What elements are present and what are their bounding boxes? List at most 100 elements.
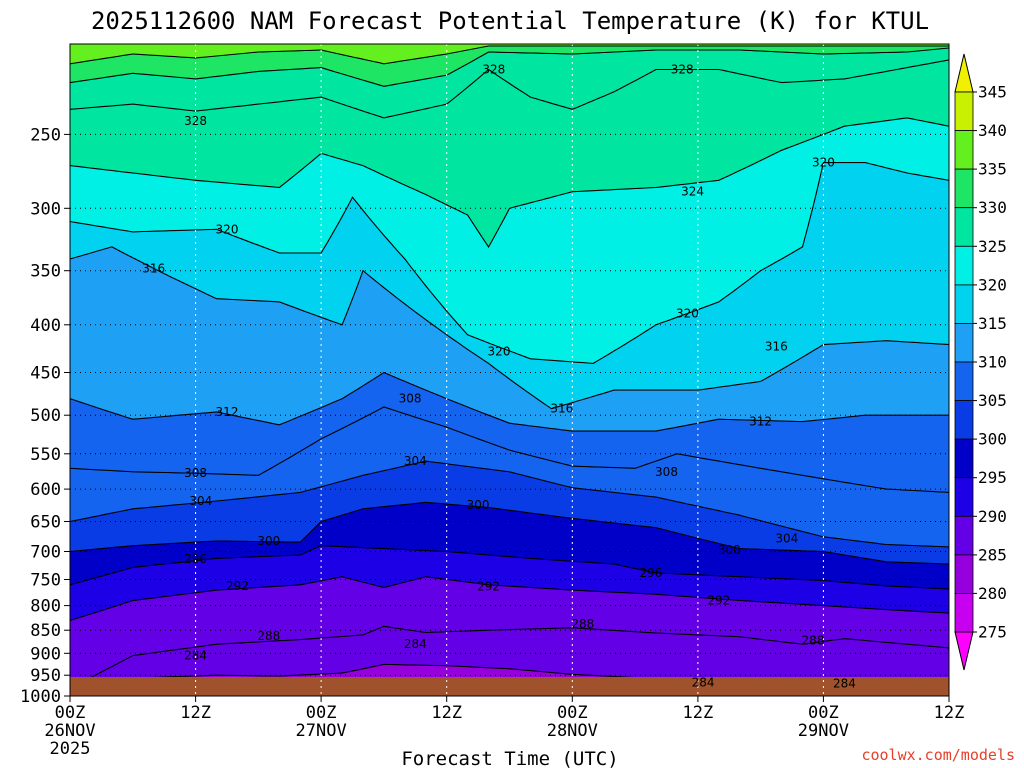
x-tick-label: 12Z xyxy=(934,703,965,723)
colorbar-extend-min xyxy=(954,631,974,671)
contour-label: 296 xyxy=(184,552,207,566)
y-tick-label: 450 xyxy=(30,364,61,384)
contour-line-328 xyxy=(70,59,949,119)
y-tick-label: 400 xyxy=(30,316,61,336)
contour-label: 284 xyxy=(692,675,715,689)
y-tick-label: 750 xyxy=(30,571,61,591)
contour-line-312 xyxy=(70,371,949,432)
x-tick-label: 00Z xyxy=(55,703,86,723)
x-tick-label: 00Z xyxy=(306,703,337,723)
contour-label: 292 xyxy=(226,579,249,593)
colorbar-box xyxy=(954,400,974,440)
contour-label: 284 xyxy=(833,677,856,691)
colorbar-box xyxy=(954,245,974,286)
contour-label: 300 xyxy=(257,534,280,548)
contour-label: 304 xyxy=(775,532,798,546)
contour-label: 284 xyxy=(404,637,427,651)
x-tick-date: 27NOV xyxy=(296,721,347,741)
colorbar-box xyxy=(954,168,974,209)
contour-label: 328 xyxy=(671,63,694,77)
contour-label: 304 xyxy=(189,494,212,508)
colorbar-box xyxy=(954,593,974,633)
colorbar-label: 330 xyxy=(978,198,1007,217)
y-tick-label: 700 xyxy=(30,543,61,563)
contour-label: 320 xyxy=(812,156,835,170)
colorbar: 345 340 335 330 325 320 315 310 305 300 295 290 285 2… xyxy=(954,53,1007,671)
colorbar-label: 305 xyxy=(978,391,1007,410)
contour-label: 316 xyxy=(765,340,788,354)
contour-label: 308 xyxy=(184,466,207,480)
y-tick-label: 350 xyxy=(30,262,61,282)
colorbar-label: 340 xyxy=(978,121,1007,140)
contour-label: 288 xyxy=(257,629,280,643)
colorbar-box xyxy=(954,361,974,401)
contour-label: 316 xyxy=(550,402,573,416)
contour-line-308 xyxy=(70,406,949,493)
colorbar-box xyxy=(954,554,974,594)
colorbar-label: 280 xyxy=(978,584,1007,603)
x-tick-label: 12Z xyxy=(431,703,462,723)
contour-line-296 xyxy=(70,545,949,590)
fill-band xyxy=(70,502,949,590)
y-axis: 250 300 350 400 450 500 550 600 650 700 750 800 850 9… xyxy=(20,125,70,707)
contour-label: 292 xyxy=(477,579,500,593)
x-tick-date: 26NOV xyxy=(44,721,95,741)
contour-label: 304 xyxy=(404,454,427,468)
x-tick-year: 2025 xyxy=(50,739,91,759)
contour-label: 316 xyxy=(142,261,165,275)
x-tick-label: 00Z xyxy=(808,703,839,723)
colorbar-box xyxy=(954,322,974,363)
contour-label: 308 xyxy=(655,465,678,479)
colorbar-label: 320 xyxy=(978,275,1007,294)
contour-label: 300 xyxy=(467,498,490,512)
contour-label: 312 xyxy=(749,415,772,429)
colorbar-label: 275 xyxy=(978,623,1007,642)
colorbar-label: 345 xyxy=(978,83,1007,102)
contour-line-336 xyxy=(70,45,949,65)
contour-label: 328 xyxy=(184,114,207,128)
contour-label: 308 xyxy=(399,392,422,406)
contour-label: 284 xyxy=(184,649,207,663)
fill-band xyxy=(70,44,949,64)
contour-line-300 xyxy=(70,501,949,565)
x-tick-label: 12Z xyxy=(180,703,211,723)
y-tick-label: 550 xyxy=(30,445,61,465)
colorbar-label: 300 xyxy=(978,430,1007,449)
fill-band xyxy=(70,545,949,621)
colorbar-label: 285 xyxy=(978,545,1007,564)
contour-label: 292 xyxy=(707,594,730,608)
plot-frame xyxy=(69,43,950,697)
colorbar-label: 290 xyxy=(978,507,1007,526)
fill-band xyxy=(70,246,949,432)
fill-band xyxy=(70,461,949,564)
colorbar-label: 325 xyxy=(978,237,1007,256)
colorbar-box xyxy=(954,284,974,324)
contour-line-288 xyxy=(70,625,949,689)
contour-label: 296 xyxy=(639,566,662,580)
y-tick-label: 250 xyxy=(30,125,61,145)
colorbar-label: 335 xyxy=(978,160,1007,179)
colorbar-label: 295 xyxy=(978,468,1007,487)
contour-labels: 284 284 284 284 288 288 288 292 292 292 296 296 300 3… xyxy=(142,63,856,691)
colorbar-box xyxy=(954,130,974,170)
colorbar-box xyxy=(954,477,974,517)
x-tick-date: 28NOV xyxy=(547,721,598,741)
contour-line-316 xyxy=(70,246,949,410)
credit-text: coolwx.com/models xyxy=(861,746,1015,764)
fill-band xyxy=(70,59,949,247)
x-tick-label: 00Z xyxy=(557,703,588,723)
contour-line-292 xyxy=(70,576,949,622)
ground-surface xyxy=(70,677,949,696)
potential-temperature-fill xyxy=(70,44,949,696)
y-tick-label: 950 xyxy=(30,666,61,686)
x-axis-title: Forecast Time (UTC) xyxy=(401,748,618,768)
colorbar-box xyxy=(954,515,974,556)
contour-label: 328 xyxy=(482,63,505,77)
fill-band xyxy=(70,407,949,547)
fill-band xyxy=(70,162,949,409)
colorbar-extend-max xyxy=(954,53,974,93)
x-tick-label: 12Z xyxy=(683,703,714,723)
y-tick-label: 800 xyxy=(30,597,61,617)
